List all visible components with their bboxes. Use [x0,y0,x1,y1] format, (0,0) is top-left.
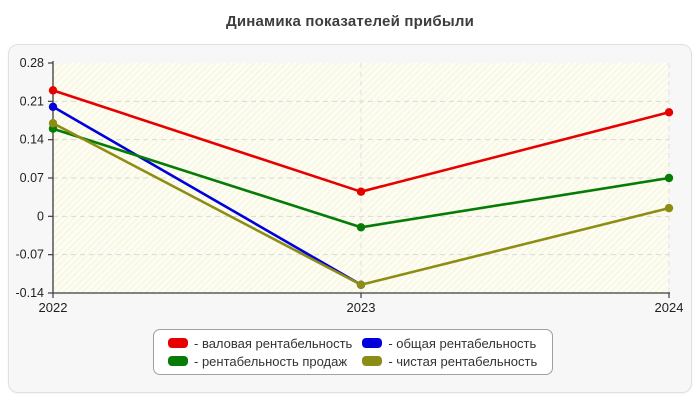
legend-label: - рентабельность продаж [194,353,348,369]
y-tick-label: 0 [37,209,44,223]
data-point [664,203,674,213]
y-tick-label: 0.07 [20,171,44,185]
data-point [48,102,58,112]
data-point [664,173,674,183]
legend-item-sales: - рентабельность продаж [168,354,352,369]
data-point [48,119,58,128]
chart-panel: 0.28 0.21 0.14 0.07 0 -0.07 -0.14 2022 2023 2024 … [8,44,692,393]
data-point [48,86,58,95]
legend-label: - общая рентабельность [388,335,537,351]
series-line-0 [52,89,670,193]
data-point [356,187,366,196]
x-tick-label: 2022 [39,300,68,315]
y-tick-label: 0.21 [20,94,44,108]
data-point [664,108,674,117]
legend-swatch-green [168,356,188,366]
series-line-1 [52,105,362,286]
legend-item-gross: - валовая рентабельность [168,336,352,351]
legend-swatch-red [168,338,188,348]
legend-label: - чистая рентабельность [388,353,538,369]
y-tick-label: -0.07 [16,248,45,262]
legend-label: - валовая рентабельность [194,335,353,351]
legend: - валовая рентабельность - общая рентабе… [153,329,553,375]
legend-swatch-blue [362,338,383,348]
data-point [356,280,366,289]
legend-swatch-olive [362,356,383,366]
y-tick-label: 0.14 [20,133,44,147]
x-tick-label: 2023 [347,300,376,315]
x-tick-label: 2024 [655,300,684,315]
legend-item-net: - чистая рентабельность [362,354,538,369]
chart-title: Динамика показателей прибыли [225,13,475,30]
y-tick-label: -0.14 [16,286,45,300]
legend-item-overall: - общая рентабельность [362,336,538,351]
y-tick-label: 0.28 [20,56,44,70]
data-point [356,223,366,232]
